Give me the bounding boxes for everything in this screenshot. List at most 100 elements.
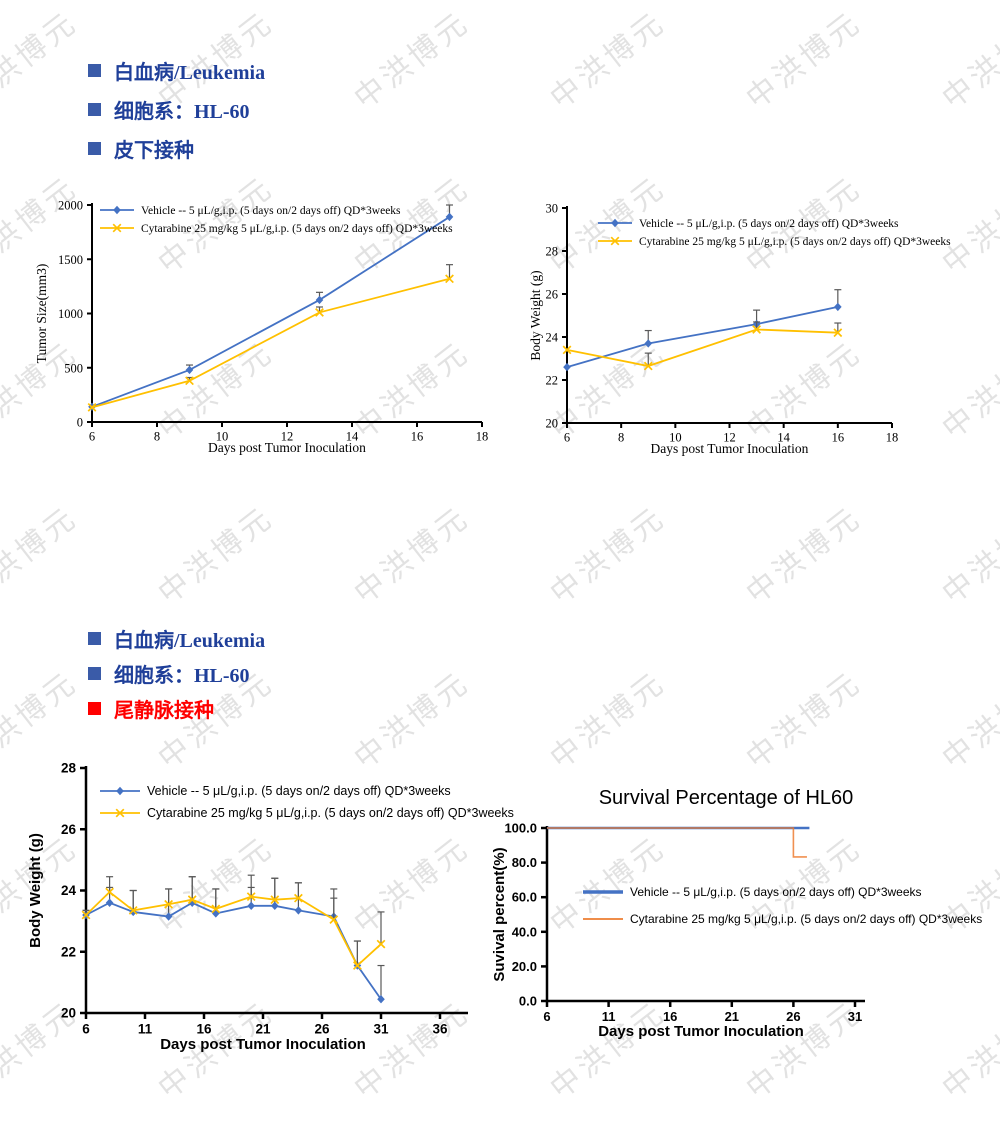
- watermark-text: 中洪博元: [0, 500, 84, 611]
- bullet-item: 细胞系：HL-60: [88, 97, 265, 123]
- svg-text:Cytarabine 25 mg/kg 5 μL/g,i.p: Cytarabine 25 mg/kg 5 μL/g,i.p. (5 days …: [147, 806, 514, 820]
- watermark-text: 中洪博元: [544, 500, 672, 611]
- svg-text:24: 24: [546, 331, 559, 345]
- svg-text:16: 16: [411, 430, 424, 444]
- svg-text:11: 11: [602, 1009, 616, 1024]
- bullet-square-icon: [88, 666, 101, 680]
- svg-text:40.0: 40.0: [512, 924, 537, 939]
- svg-text:6: 6: [564, 431, 570, 445]
- svg-text:12: 12: [723, 431, 736, 445]
- watermark-text: 中洪博元: [936, 170, 1000, 281]
- svg-text:Body Weight (g): Body Weight (g): [528, 270, 543, 360]
- watermark-text: 中洪博元: [936, 995, 1000, 1106]
- svg-text:21: 21: [725, 1009, 739, 1024]
- watermark-text: 中洪博元: [544, 665, 672, 776]
- watermark-text: 中洪博元: [740, 500, 868, 611]
- svg-text:500: 500: [64, 361, 83, 375]
- bullet-item: 白血病/Leukemia: [88, 58, 266, 84]
- svg-text:8: 8: [618, 431, 624, 445]
- watermark-text: 中洪博元: [936, 500, 1000, 611]
- svg-text:80.0: 80.0: [512, 855, 537, 870]
- svg-text:1000: 1000: [58, 307, 83, 321]
- watermark-text: 中洪博元: [936, 665, 1000, 776]
- svg-text:24: 24: [61, 883, 77, 898]
- body-weight-chart-tail-vein: 20 22 24 26 28 6 11 16 21 26 31 36 Days post Tumor I…: [27, 761, 514, 1054]
- watermark-text: 中洪博元: [936, 335, 1000, 446]
- bullet-label: 尾静脉接种: [114, 699, 214, 722]
- svg-text:8: 8: [154, 430, 160, 444]
- svg-text:28: 28: [546, 245, 559, 259]
- body-weight-chart-subcutaneous: 20 22 24 26 28 30 6 8 10 12 14 16 18 Days post Tumor …: [528, 202, 951, 457]
- watermark-text: 中洪博元: [740, 5, 868, 116]
- svg-text:6: 6: [82, 1022, 90, 1037]
- survival-chart: Survival Percentage of HL60 0.0 20.0 40.0 60…: [491, 787, 982, 1040]
- svg-text:22: 22: [546, 374, 559, 388]
- watermark-text: 中洪博元: [348, 500, 476, 611]
- svg-text:2000: 2000: [58, 199, 83, 213]
- bullet-label: 白血病/Leukemia: [114, 61, 266, 84]
- svg-text:16: 16: [196, 1022, 212, 1037]
- svg-text:26: 26: [314, 1022, 330, 1037]
- bullet-square-icon: [88, 102, 101, 116]
- svg-text:Vehicle -- 5 μL/g,i.p. (5 days: Vehicle -- 5 μL/g,i.p. (5 days on/2 days…: [639, 218, 899, 230]
- svg-text:Vehicle -- 5 μL/g,i.p. (5 days: Vehicle -- 5 μL/g,i.p. (5 days on/2 days…: [141, 205, 401, 217]
- svg-text:Cytarabine 25 mg/kg 5 μL/g,i.p: Cytarabine 25 mg/kg 5 μL/g,i.p. (5 days …: [630, 912, 982, 926]
- svg-text:16: 16: [832, 431, 845, 445]
- svg-text:26: 26: [61, 822, 77, 837]
- watermark-text: 中洪博元: [348, 5, 476, 116]
- watermark-text: 中洪博元: [0, 5, 84, 116]
- watermark-text: 中洪博元: [544, 5, 672, 116]
- bullet-label: 白血病/Leukemia: [114, 629, 266, 652]
- svg-text:Days post Tumor Inoculation: Days post Tumor Inoculation: [160, 1036, 366, 1053]
- watermark-text: 中洪博元: [936, 5, 1000, 116]
- svg-text:Vehicle -- 5 μL/g,i.p. (5 days: Vehicle -- 5 μL/g,i.p. (5 days on/2 days…: [630, 885, 922, 899]
- bullet-item: 白血病/Leukemia: [88, 626, 266, 652]
- svg-text:16: 16: [663, 1009, 677, 1024]
- svg-text:31: 31: [848, 1009, 862, 1024]
- svg-text:22: 22: [61, 944, 76, 959]
- tumor-size-chart: 0 500 1000 1500 2000 6 8 10 12 14 16 18 Days post Tu…: [34, 199, 489, 456]
- bullet-item: 皮下接种: [88, 136, 265, 162]
- svg-text:14: 14: [777, 431, 790, 445]
- svg-text:20.0: 20.0: [512, 959, 537, 974]
- svg-text:12: 12: [281, 430, 294, 444]
- svg-text:Body Weight (g): Body Weight (g): [27, 833, 44, 948]
- svg-text:Suvival percent(%): Suvival percent(%): [491, 847, 508, 981]
- svg-text:18: 18: [476, 430, 489, 444]
- svg-text:0.0: 0.0: [519, 994, 537, 1009]
- bullet-label: 细胞系：HL-60: [114, 664, 250, 687]
- bullet-label: 皮下接种: [114, 139, 194, 162]
- bullet-square-icon: [88, 631, 101, 645]
- svg-text:26: 26: [546, 288, 559, 302]
- svg-text:36: 36: [432, 1022, 448, 1037]
- svg-text:20: 20: [61, 1006, 76, 1021]
- svg-text:0: 0: [77, 416, 83, 430]
- svg-text:Survival Percentage of HL60: Survival Percentage of HL60: [599, 787, 854, 809]
- watermark-text: 中洪博元: [740, 665, 868, 776]
- svg-text:1500: 1500: [58, 253, 83, 267]
- svg-text:10: 10: [669, 431, 682, 445]
- bullet-item: 尾静脉接种: [88, 696, 265, 722]
- svg-text:26: 26: [786, 1009, 800, 1024]
- svg-text:18: 18: [886, 431, 899, 445]
- svg-text:Days post Tumor Inoculation: Days post Tumor Inoculation: [651, 441, 809, 456]
- svg-text:Days post Tumor Inoculation: Days post Tumor Inoculation: [598, 1023, 804, 1040]
- svg-text:11: 11: [138, 1022, 153, 1037]
- svg-text:Cytarabine 25 mg/kg 5 μL/g,i.p: Cytarabine 25 mg/kg 5 μL/g,i.p. (5 days …: [141, 223, 453, 235]
- svg-text:Tumor Size(mm3): Tumor Size(mm3): [34, 264, 49, 364]
- svg-text:20: 20: [546, 417, 559, 431]
- svg-text:Vehicle -- 5 μL/g,i.p. (5 days: Vehicle -- 5 μL/g,i.p. (5 days on/2 days…: [147, 784, 451, 798]
- svg-text:30: 30: [546, 202, 559, 216]
- svg-text:Cytarabine 25 mg/kg 5 μL/g,i.p: Cytarabine 25 mg/kg 5 μL/g,i.p. (5 days …: [639, 236, 951, 248]
- bullet-label: 细胞系：HL-60: [114, 100, 250, 123]
- bullet-square-icon: [88, 141, 101, 155]
- svg-text:100.0: 100.0: [504, 821, 537, 836]
- bullet-item: 细胞系：HL-60: [88, 661, 265, 687]
- svg-text:60.0: 60.0: [512, 890, 537, 905]
- svg-text:6: 6: [543, 1009, 550, 1024]
- svg-text:28: 28: [61, 761, 77, 776]
- svg-text:21: 21: [255, 1022, 271, 1037]
- svg-text:14: 14: [346, 430, 359, 444]
- svg-text:Days post Tumor Inoculation: Days post Tumor Inoculation: [208, 440, 366, 455]
